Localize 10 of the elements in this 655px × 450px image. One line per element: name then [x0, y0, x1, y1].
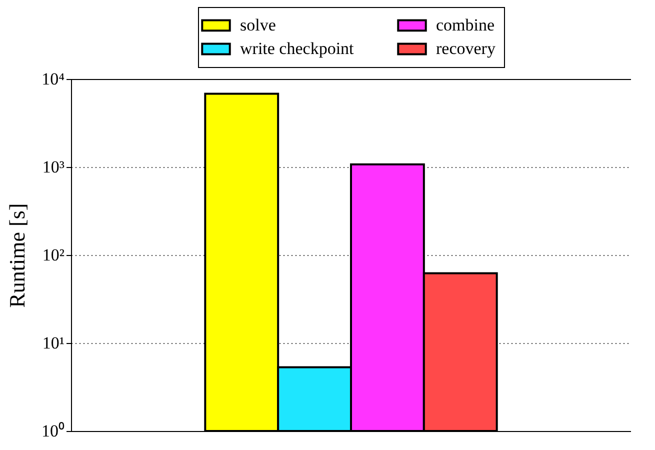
legend-label: recovery [436, 39, 496, 58]
legend-label: write checkpoint [240, 39, 354, 58]
y-axis-title: Runtime [s] [4, 203, 30, 308]
legend-label: solve [240, 15, 276, 34]
y-tick-label: 10² [42, 246, 64, 264]
legend-label: combine [436, 15, 495, 34]
y-tick-label: 10³ [42, 158, 64, 176]
y-tick-label: 10¹ [42, 334, 64, 352]
y-tick-label: 10⁴ [42, 70, 65, 88]
y-tick-label: 10⁰ [42, 422, 64, 440]
